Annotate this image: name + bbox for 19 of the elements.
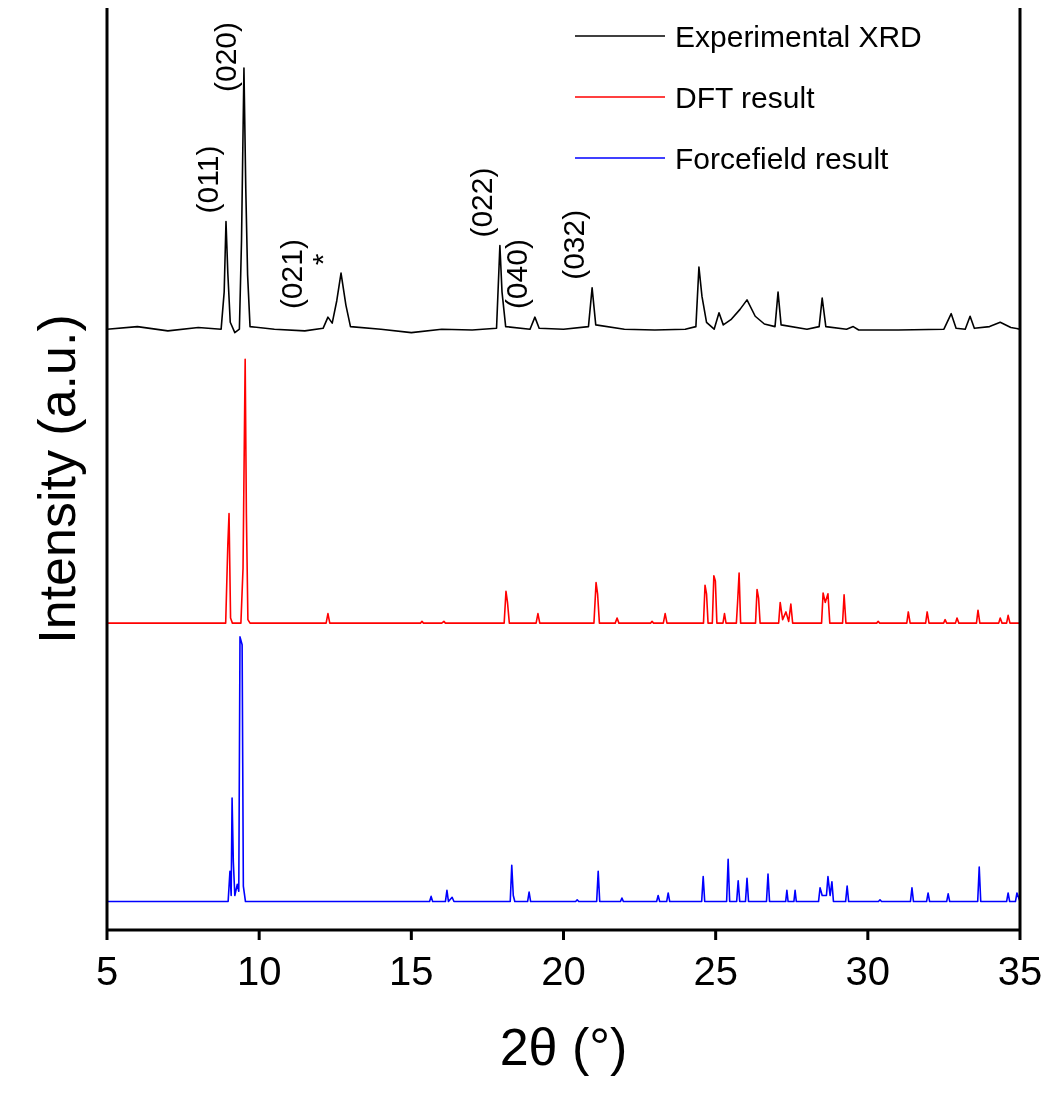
annotation: (020) <box>208 21 242 92</box>
annotation: (040) <box>499 239 533 310</box>
annotation: (021) <box>274 239 308 310</box>
x-tick-label: 25 <box>693 949 738 993</box>
x-axis-title: 2θ (°) <box>499 1018 628 1076</box>
x-tick-label: 35 <box>997 949 1043 993</box>
annotation: (022) <box>464 167 498 238</box>
x-tick-label: 15 <box>389 949 434 993</box>
legend-label: Forcefield result <box>675 142 890 175</box>
legend-label: Experimental XRD <box>675 20 922 53</box>
annotation: * <box>306 253 340 266</box>
x-tick-label: 30 <box>845 949 891 993</box>
y-axis-title: Intensity (a.u.) <box>28 314 86 644</box>
x-tick-label: 5 <box>95 949 119 993</box>
x-tick-label: 20 <box>541 949 586 993</box>
annotation: (011) <box>190 145 224 214</box>
x-tick-label: 10 <box>236 949 282 993</box>
annotation: (032) <box>557 209 591 280</box>
legend-label: DFT result <box>675 81 816 114</box>
